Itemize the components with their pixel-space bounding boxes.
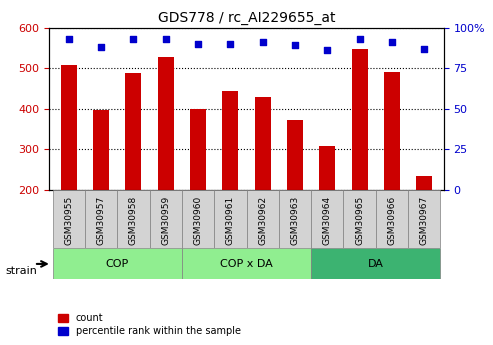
FancyBboxPatch shape <box>311 248 440 279</box>
FancyBboxPatch shape <box>53 190 85 248</box>
Point <box>129 36 137 42</box>
Text: GSM30961: GSM30961 <box>226 196 235 245</box>
Bar <box>61 65 77 190</box>
Text: GSM30966: GSM30966 <box>387 196 396 245</box>
FancyBboxPatch shape <box>117 190 149 248</box>
Point <box>65 36 72 42</box>
FancyBboxPatch shape <box>182 248 311 279</box>
Text: GSM30959: GSM30959 <box>161 196 170 245</box>
Text: GSM30967: GSM30967 <box>420 196 429 245</box>
FancyBboxPatch shape <box>214 190 246 248</box>
Text: GSM30958: GSM30958 <box>129 196 138 245</box>
Bar <box>190 109 206 190</box>
FancyBboxPatch shape <box>376 190 408 248</box>
FancyBboxPatch shape <box>149 190 182 248</box>
Bar <box>319 146 335 190</box>
Bar <box>254 97 271 190</box>
FancyBboxPatch shape <box>182 190 214 248</box>
Text: GSM30963: GSM30963 <box>290 196 299 245</box>
Point <box>97 44 105 50</box>
Text: GSM30960: GSM30960 <box>194 196 203 245</box>
Point <box>162 36 170 42</box>
FancyBboxPatch shape <box>408 190 440 248</box>
Point <box>323 48 331 53</box>
Legend: count, percentile rank within the sample: count, percentile rank within the sample <box>54 309 245 340</box>
FancyBboxPatch shape <box>279 190 311 248</box>
Point <box>226 41 234 47</box>
Text: strain: strain <box>5 266 37 276</box>
Point <box>291 43 299 48</box>
Text: COP x DA: COP x DA <box>220 259 273 269</box>
Point <box>421 46 428 51</box>
Bar <box>287 120 303 190</box>
FancyBboxPatch shape <box>246 190 279 248</box>
Text: GSM30962: GSM30962 <box>258 196 267 245</box>
FancyBboxPatch shape <box>311 190 344 248</box>
Bar <box>93 110 109 190</box>
Bar <box>416 176 432 190</box>
Text: GSM30955: GSM30955 <box>64 196 73 245</box>
Text: GSM30957: GSM30957 <box>97 196 106 245</box>
Point <box>388 39 396 45</box>
Title: GDS778 / rc_AI229655_at: GDS778 / rc_AI229655_at <box>158 11 335 25</box>
Text: GSM30964: GSM30964 <box>323 196 332 245</box>
FancyBboxPatch shape <box>344 190 376 248</box>
FancyBboxPatch shape <box>85 190 117 248</box>
Bar <box>125 73 141 190</box>
Text: GSM30965: GSM30965 <box>355 196 364 245</box>
Point <box>259 39 267 45</box>
Text: COP: COP <box>106 259 129 269</box>
Point <box>356 36 364 42</box>
Bar <box>352 49 368 190</box>
Text: DA: DA <box>368 259 384 269</box>
Point <box>194 41 202 47</box>
Bar <box>384 72 400 190</box>
Bar <box>222 91 239 190</box>
FancyBboxPatch shape <box>53 248 182 279</box>
Bar <box>158 57 174 190</box>
